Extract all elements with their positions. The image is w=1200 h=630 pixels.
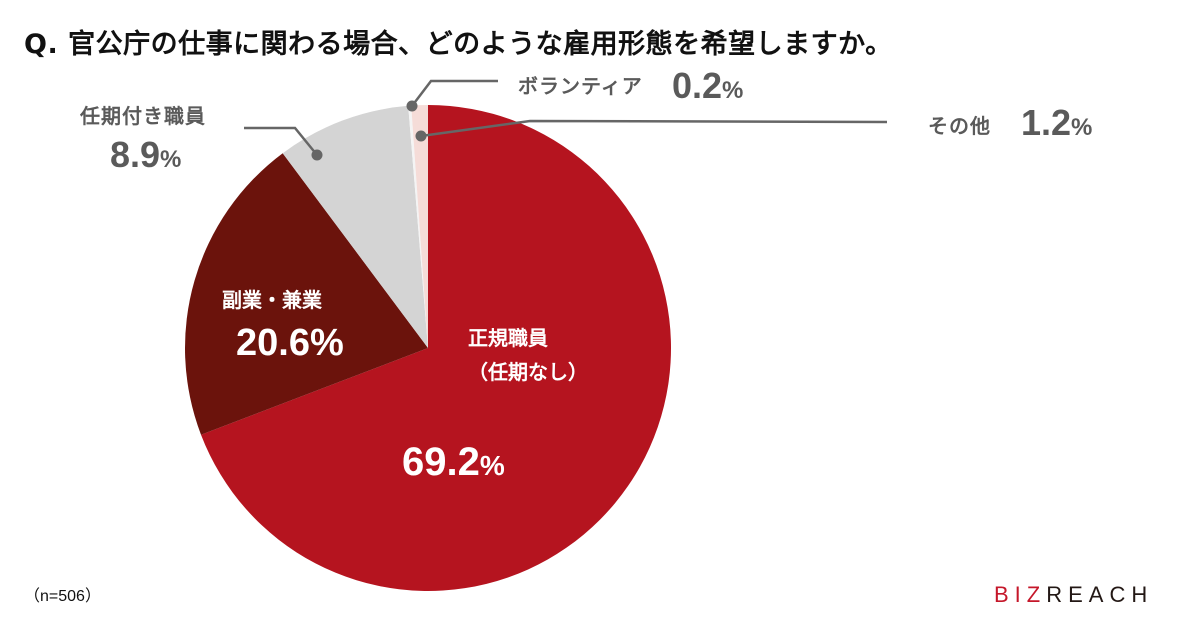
chart-title: Q. 官公庁の仕事に関わる場合、どのような雇用形態を希望しますか。 — [24, 29, 893, 60]
value-number: 0.2 — [672, 65, 723, 106]
slice-other — [411, 105, 428, 348]
percent-sign: % — [479, 450, 505, 481]
percent-sign: % — [160, 146, 182, 173]
slice-volunteer — [408, 105, 428, 348]
slice-regular — [201, 104, 672, 591]
leader-dot — [311, 149, 323, 161]
label-other-name: その他 — [928, 114, 991, 138]
logo-reach-last: H — [1131, 582, 1148, 607]
value-number: 1.2 — [1021, 102, 1072, 143]
label-fixed-term-name: 任期付き職員 — [80, 104, 206, 128]
label-fixed-term-value: 8.9% — [110, 134, 181, 176]
logo-reach: REAC — [1046, 582, 1132, 607]
value-number: 8.9 — [110, 134, 161, 175]
slice-fixed-term — [282, 105, 428, 348]
leader-dot — [406, 100, 418, 112]
label-volunteer-value: 0.2% — [672, 65, 743, 107]
label-regular-value: 69.2% — [402, 440, 505, 485]
label-regular-name-line2: （任期なし） — [468, 360, 588, 384]
value-number: 69.2 — [402, 440, 480, 484]
label-volunteer-name: ボランティア — [518, 74, 643, 98]
label-side-job-value: 20.6% — [236, 322, 344, 364]
logo-biz: BIZ — [994, 582, 1047, 607]
label-other-value: 1.2% — [1021, 102, 1092, 144]
slice-side-job — [184, 153, 428, 435]
label-side-job-name: 副業・兼業 — [222, 288, 322, 312]
leader-dot — [415, 130, 427, 142]
sample-size-note: （n=506） — [24, 588, 101, 605]
leader-volunteer — [411, 79, 498, 107]
bizreach-logo: BIZREACH — [994, 582, 1147, 608]
percent-sign: % — [722, 77, 744, 104]
percent-sign: % — [1071, 114, 1093, 141]
label-regular-name-line1: 正規職員 — [468, 326, 548, 350]
leader-other — [420, 119, 888, 138]
leader-fixed-term — [244, 126, 318, 156]
